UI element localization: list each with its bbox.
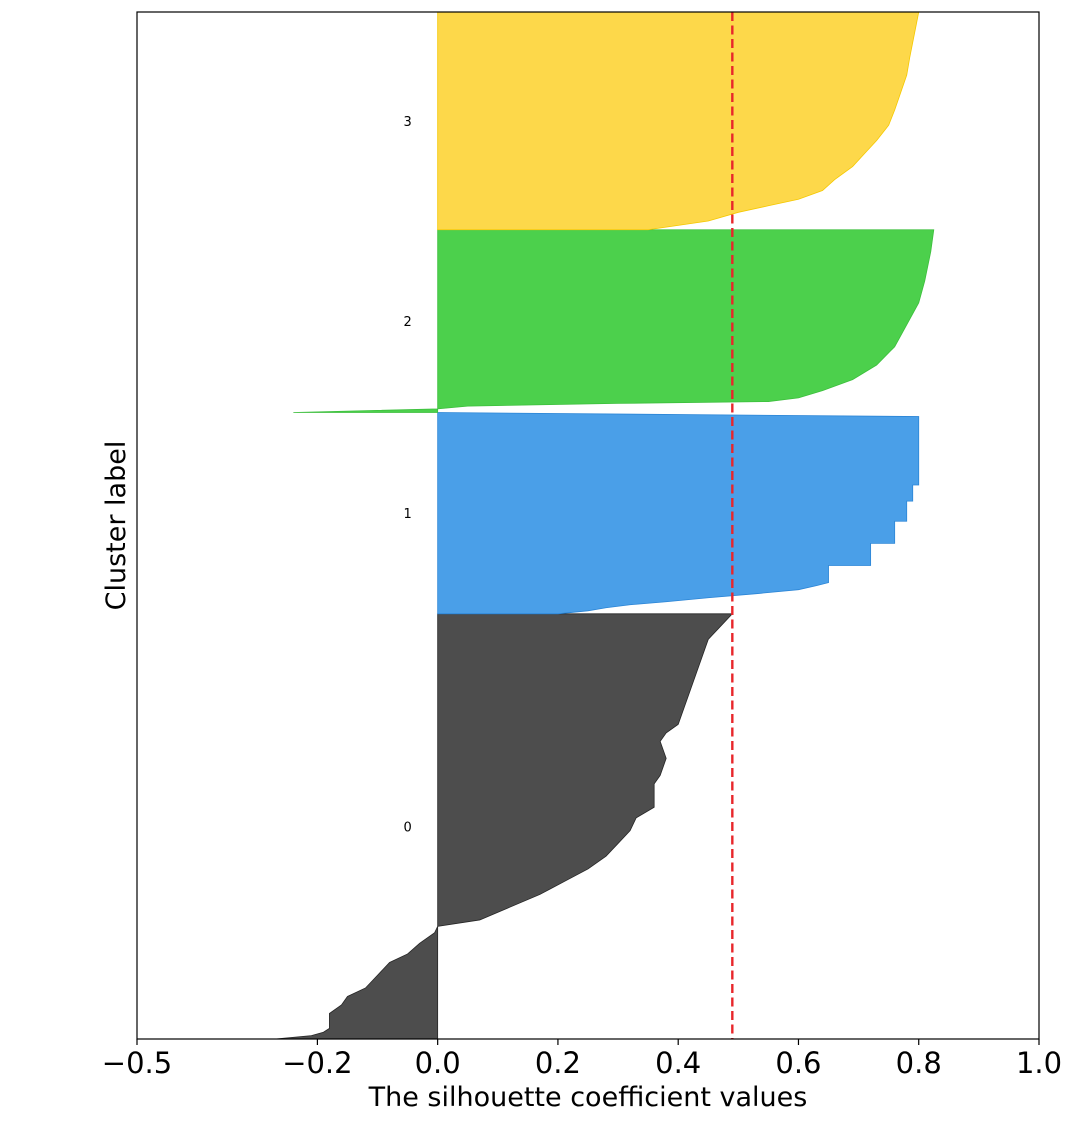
x-tick-label: 0.0: [415, 1046, 461, 1080]
plot-frame: [136, 11, 1040, 1040]
cluster-labels: 0 1 2 3: [403, 115, 411, 836]
cluster-label-2: 2: [403, 315, 411, 330]
cluster-2-silhouette: [293, 229, 935, 413]
cluster-label-1: 1: [403, 507, 411, 522]
cluster-3-silhouette: [437, 11, 920, 231]
x-tick-label: −0.5: [102, 1046, 172, 1080]
x-tick-label: −0.2: [282, 1046, 352, 1080]
cluster-label-3: 3: [403, 115, 411, 130]
cluster-1-silhouette: [437, 412, 920, 615]
x-tick-label: 0.4: [655, 1046, 701, 1080]
x-axis-ticks: −0.5 −0.2 0.0 0.2 0.4 0.6 0.8 1.0: [102, 1039, 1062, 1080]
cluster-0-silhouette: [275, 613, 734, 1040]
x-tick-label: 0.6: [775, 1046, 821, 1080]
cluster-silhouettes: [275, 11, 935, 1040]
y-axis-title: Cluster label: [101, 441, 132, 611]
x-axis-title: The silhouette coefficient values: [368, 1082, 808, 1113]
cluster-label-0: 0: [403, 820, 411, 835]
x-tick-label: 1.0: [1016, 1046, 1062, 1080]
x-tick-label: 0.2: [535, 1046, 581, 1080]
x-tick-label: 0.8: [896, 1046, 942, 1080]
